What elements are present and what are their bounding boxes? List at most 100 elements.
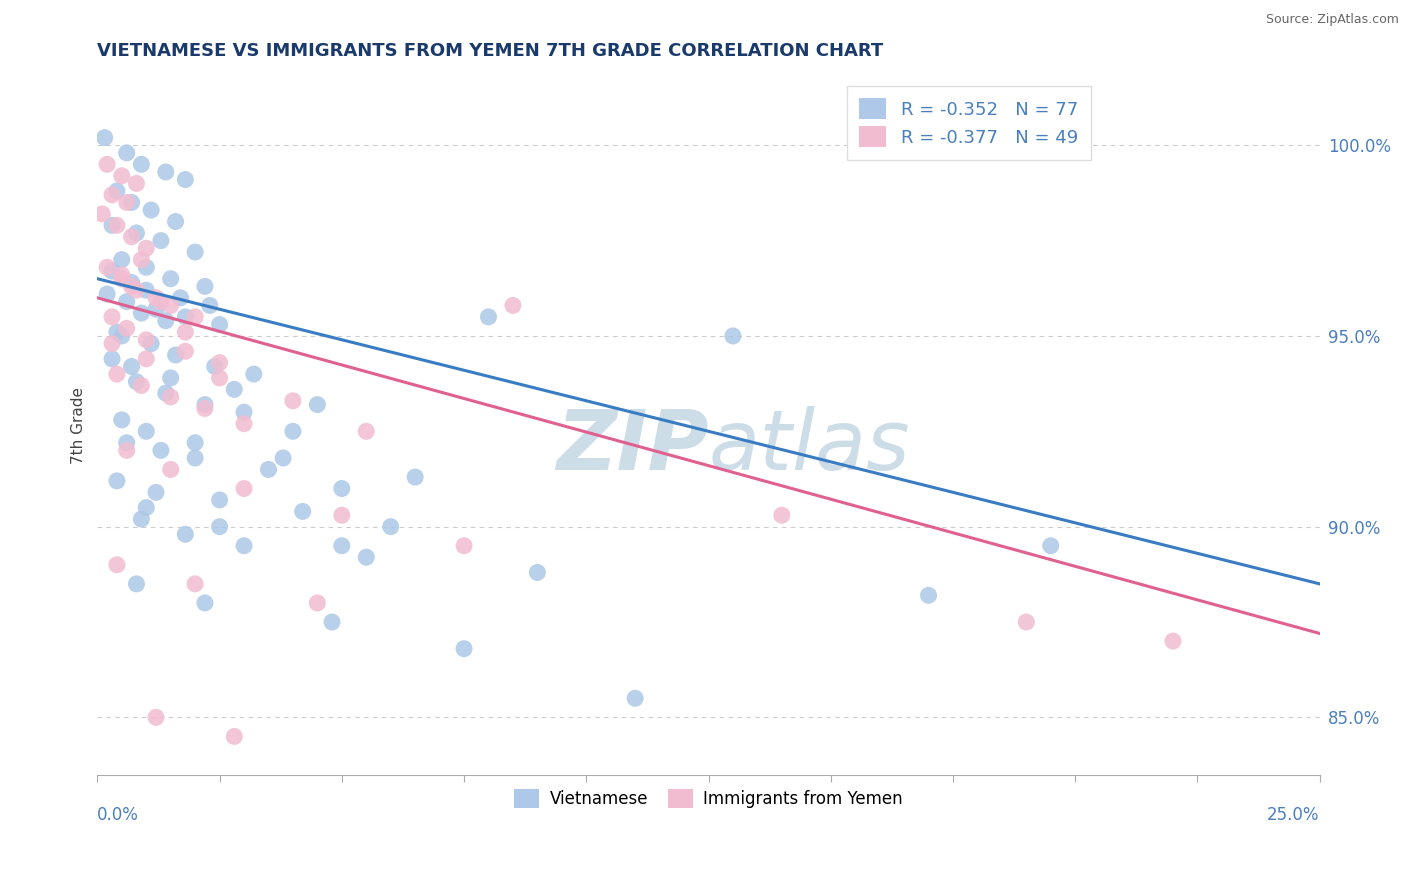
Point (184, 450, 207, 465)
Point (101, 310, 124, 324)
Point (721, 329, 744, 343)
Point (291, 504, 314, 518)
Point (101, 219, 124, 233)
Point (271, 450, 294, 465)
Text: 25.0%: 25.0% (1267, 806, 1320, 824)
Point (208, 356, 231, 370)
Point (184, 435, 207, 450)
Point (770, 508, 793, 523)
Point (330, 508, 353, 523)
Point (101, 351, 124, 366)
Point (105, 184, 128, 198)
Point (155, 165, 177, 179)
Point (477, 310, 499, 324)
Point (115, 435, 138, 450)
Point (131, 512, 153, 526)
Point (159, 298, 181, 312)
Point (145, 291, 167, 305)
Text: Source: ZipAtlas.com: Source: ZipAtlas.com (1265, 13, 1399, 27)
Point (281, 393, 304, 408)
Point (135, 333, 157, 347)
Point (165, 214, 187, 228)
Point (121, 195, 143, 210)
Point (159, 271, 181, 285)
Point (111, 329, 134, 343)
Point (96, 260, 118, 275)
Point (115, 321, 138, 335)
Point (155, 314, 177, 328)
Point (96, 287, 118, 301)
Point (115, 294, 138, 309)
Point (380, 519, 402, 533)
Point (453, 539, 475, 553)
Point (101, 187, 124, 202)
Point (149, 443, 172, 458)
Point (208, 318, 231, 332)
Point (208, 492, 231, 507)
Point (93, 130, 115, 145)
Point (354, 425, 377, 439)
Point (194, 596, 217, 610)
Point (917, 588, 939, 602)
Point (159, 371, 181, 385)
Point (125, 375, 148, 389)
Point (453, 641, 475, 656)
Point (1015, 615, 1038, 629)
Point (159, 462, 181, 476)
Point (145, 302, 167, 317)
Point (121, 359, 143, 374)
Point (502, 298, 524, 312)
Point (204, 359, 226, 374)
Text: atlas: atlas (709, 406, 910, 487)
Point (155, 386, 177, 401)
Point (121, 276, 143, 290)
Point (115, 195, 138, 210)
Point (184, 577, 207, 591)
Point (233, 405, 256, 419)
Point (307, 596, 329, 610)
Point (149, 294, 172, 309)
Point (125, 177, 148, 191)
Point (224, 382, 246, 396)
Point (624, 691, 647, 706)
Point (105, 474, 128, 488)
Point (174, 325, 197, 339)
Point (174, 310, 197, 324)
Point (111, 271, 134, 285)
Point (1161, 634, 1184, 648)
Point (224, 730, 246, 744)
Point (198, 298, 221, 312)
Point (131, 306, 153, 320)
Point (330, 482, 353, 496)
Point (121, 279, 143, 293)
Point (165, 348, 187, 362)
Point (159, 390, 181, 404)
Point (96, 157, 118, 171)
Point (194, 401, 217, 416)
Point (307, 398, 329, 412)
Point (354, 550, 377, 565)
Point (115, 145, 138, 160)
Point (281, 425, 304, 439)
Point (131, 157, 153, 171)
Point (131, 378, 153, 392)
Point (135, 260, 157, 275)
Point (125, 226, 148, 240)
Point (91, 207, 114, 221)
Point (330, 539, 353, 553)
Text: VIETNAMESE VS IMMIGRANTS FROM YEMEN 7TH GRADE CORRELATION CHART: VIETNAMESE VS IMMIGRANTS FROM YEMEN 7TH … (97, 42, 883, 60)
Point (125, 577, 148, 591)
Point (131, 252, 153, 267)
Point (105, 558, 128, 572)
Point (184, 245, 207, 260)
Point (208, 371, 231, 385)
Point (105, 367, 128, 381)
Point (169, 291, 191, 305)
Point (174, 527, 197, 541)
Point (145, 485, 167, 500)
Point (111, 268, 134, 282)
Point (135, 283, 157, 297)
Point (135, 425, 157, 439)
Y-axis label: 7th Grade: 7th Grade (72, 387, 86, 464)
Point (194, 279, 217, 293)
